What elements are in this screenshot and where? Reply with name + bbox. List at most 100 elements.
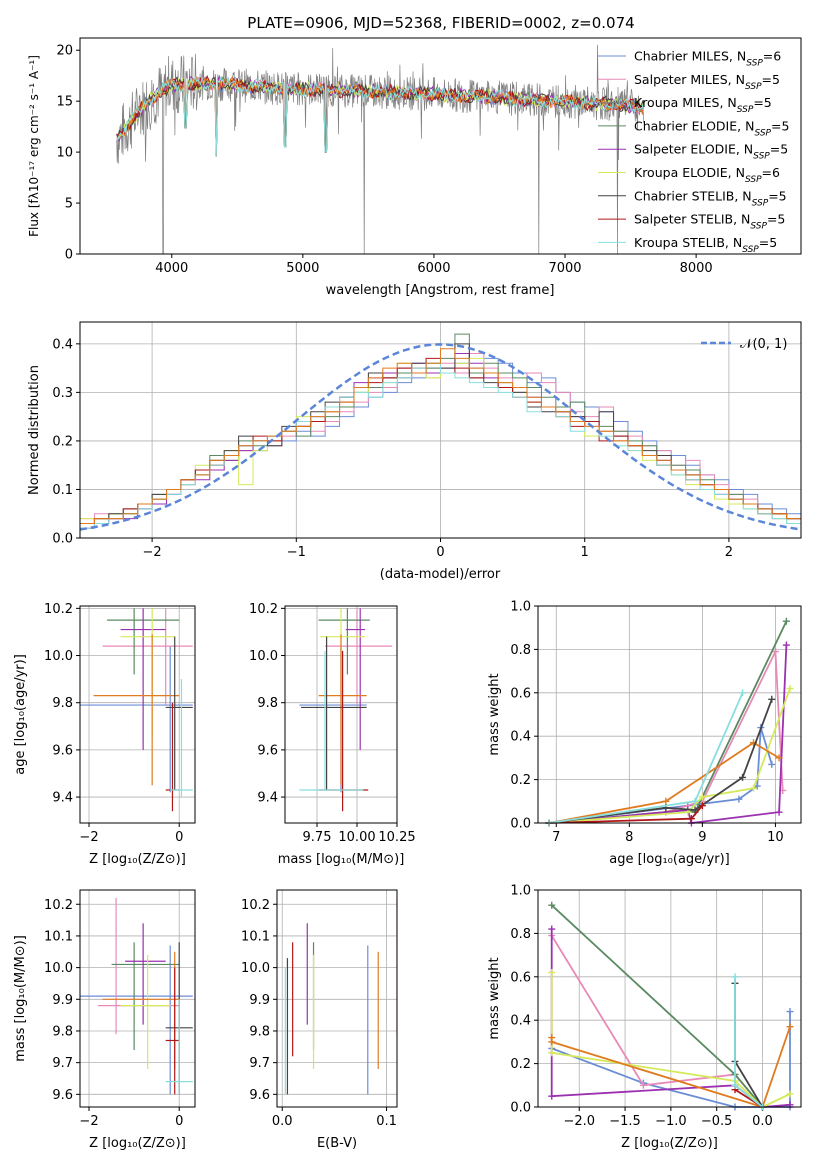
residuals-xtick-label: 2	[725, 545, 733, 560]
mass_vs_ebv-ytick-label: 10.1	[241, 929, 270, 944]
weight_vs_age-point-marker	[739, 773, 747, 781]
weight_vs_Z-axes-frame	[537, 889, 802, 1108]
mass_vs_Z-ytick-label: 9.7	[52, 1056, 73, 1071]
spectrum-legend-label: Chabrier MILES, NSSP=6	[634, 49, 781, 69]
residuals-xtick-label: −1	[287, 545, 306, 560]
residuals-ytick-label: 0.2	[52, 434, 73, 449]
mass_vs_Z-panel: −2 0 9.6 9.7 9.8 9.9 10.0 10.1 10.2 Z [log₁₀(Z/Z⊙…	[13, 889, 196, 1151]
mass_vs_ebv-xlabel: E(B-V)	[317, 1136, 357, 1151]
age_vs_mass-axes-frame	[284, 605, 398, 824]
spectrum-legend-label: Kroupa MILES, NSSP=5	[634, 95, 772, 115]
residuals-ytick-label: 0.1	[52, 483, 73, 498]
weight_vs_Z-panel: −2.0 −1.5 −1.0 −0.5 0.0 0.0 0.2 0.4 0.6 0.8 1.0 Z […	[487, 884, 802, 1151]
residuals-ytick-label: 0.3	[52, 386, 73, 401]
age_vs_mass-xtick-label: 10.00	[338, 830, 375, 845]
weight_vs_age-ytick-label: 0.0	[510, 817, 531, 832]
age_vs_Z-xtick-label: 0	[175, 830, 183, 845]
age_vs_Z-ytick-label: 9.8	[52, 696, 73, 711]
spectrum-xtick-label: 5000	[286, 261, 319, 276]
weight_vs_age-series-salpeter_miles-line	[548, 648, 784, 824]
residuals-axes-frame	[79, 321, 802, 539]
weight_vs_Z-ytick-label: 0.0	[510, 1101, 531, 1116]
spectrum-xtick-label: 6000	[417, 261, 450, 276]
age_vs_Z-panel: −2 0 9.4 9.6 9.8 10.0 10.2 Z [log₁₀(Z/Z⊙)] age […	[13, 602, 196, 867]
weight_vs_Z-point-marker	[731, 973, 739, 981]
weight_vs_age-point-marker	[662, 797, 670, 805]
weight_vs_Z-ytick-label: 0.8	[510, 927, 531, 942]
age_vs_mass-ytick-label: 10.2	[249, 602, 278, 617]
mass_vs_ebv-panel: 0.0 0.1 9.6 9.7 9.8 9.9 10.0 10.1 10.2 E(B-V)	[241, 889, 398, 1151]
weight_vs_Z-series-kroupa_stelib-line	[734, 976, 764, 1108]
mass_vs_ebv-xtick-label: 0.0	[272, 1114, 293, 1129]
mass_vs_ebv-xtick-label: 0.1	[376, 1114, 397, 1129]
weight_vs_Z-series-chabrier_elodie-line	[551, 904, 764, 1108]
weight_vs_age-point-marker	[786, 684, 794, 692]
spectrum-legend-label: Chabrier ELODIE, NSSP=5	[634, 118, 789, 138]
weight_vs_Z-ytick-label: 0.6	[510, 970, 531, 985]
age_vs_mass-ytick-label: 10.0	[249, 649, 278, 664]
spectrum-xtick-label: 4000	[155, 261, 188, 276]
weight_vs_Z-point-marker	[786, 1008, 794, 1016]
age_vs_Z-axes-frame	[79, 605, 196, 824]
weight_vs_age-ytick-label: 0.8	[510, 643, 531, 658]
normal-curve-line	[79, 343, 802, 531]
mass_vs_Z-ytick-label: 9.6	[52, 1088, 73, 1103]
mass_vs_ebv-ytick-label: 9.7	[249, 1056, 270, 1071]
weight_vs_age-ylabel: mass weight	[487, 673, 502, 755]
spectrum-legend-label: Salpeter STELIB, NSSP=5	[634, 212, 785, 232]
spectrum-legend-label: Chabrier STELIB, NSSP=5	[634, 188, 787, 208]
weight_vs_age-point-marker	[691, 806, 699, 814]
weight_vs_age-point-marker	[687, 815, 695, 823]
weight_vs_age-series-chabrier_stelib-line	[548, 698, 773, 824]
weight_vs_age-point-marker	[691, 797, 699, 805]
mass_vs_Z-ytick-label: 10.1	[44, 929, 73, 944]
weight_vs_age-xtick-label: 10	[767, 830, 784, 845]
spectrum-axes-frame	[79, 37, 802, 255]
spectrum-xlabel: wavelength [Angstrom, rest frame]	[326, 283, 555, 298]
age_vs_Z-ylabel: age [log₁₀(age/yr)]	[13, 654, 28, 775]
weight_vs_age-point-marker	[775, 754, 783, 762]
mass_vs_Z-axes-frame	[79, 889, 196, 1108]
age_vs_mass-xlabel: mass [log₁₀(M/M⊙)]	[278, 852, 405, 867]
weight_vs_Z-point-marker	[731, 1081, 739, 1089]
residuals-xtick-label: −2	[143, 545, 162, 560]
weight_vs_Z-xlabel: Z [log₁₀(Z/Z⊙)]	[621, 1136, 718, 1151]
weight_vs_age-ytick-label: 1.0	[510, 600, 531, 615]
residuals-ytick-label: 0.4	[52, 337, 73, 352]
weight_vs_age-ytick-label: 0.2	[510, 773, 531, 788]
mass_vs_Z-xtick-label: −2	[79, 1114, 98, 1129]
weight_vs_age-point-marker	[739, 689, 747, 697]
spectrum-ytick-label: 10	[56, 146, 73, 161]
weight_vs_age-axes-frame	[537, 605, 802, 824]
age_vs_mass-xtick-label: 10.25	[378, 830, 415, 845]
age_vs_mass-ytick-label: 9.6	[257, 743, 278, 758]
age_vs_Z-ytick-label: 9.6	[52, 743, 73, 758]
spectrum-panel: PLATE=0906, MJD=52368, FIBERID=0002, z=0…	[27, 14, 802, 298]
weight_vs_Z-point-marker	[786, 1090, 794, 1098]
mass_vs_Z-ytick-label: 10.0	[44, 961, 73, 976]
mass_vs_ebv-ytick-label: 10.0	[241, 961, 270, 976]
weight_vs_age-panel: 7 8 9 10 0.0 0.2 0.4 0.6 0.8 1.0 age [log₁₀(age/yr…	[487, 600, 802, 867]
residuals-xlabel: (data-model)/error	[380, 567, 501, 582]
weight_vs_age-series-orange-line	[548, 741, 780, 824]
small-panels: −2 0 9.4 9.6 9.8 10.0 10.2 Z [log₁₀(Z/Z⊙)] age […	[13, 600, 802, 1151]
weight_vs_Z-point-marker	[786, 1023, 794, 1031]
mass_vs_ebv-axes-frame	[276, 889, 398, 1108]
weight_vs_age-xtick-label: 8	[625, 830, 633, 845]
spectrum-model-chabrier_stelib-line	[116, 76, 645, 157]
normal-curve-legend-label: 𝒩(0, 1)	[740, 337, 787, 352]
spectrum-ytick-label: 15	[56, 95, 73, 110]
age_vs_Z-xtick-label: −2	[79, 830, 98, 845]
weight_vs_age-point-marker	[768, 760, 776, 768]
weight_vs_age-xlabel: age [log₁₀(age/yr)]	[609, 852, 730, 867]
residuals-xtick-label: 1	[581, 545, 589, 560]
spectrum-xtick-label: 7000	[548, 261, 581, 276]
spectrum-legend-label: Kroupa STELIB, NSSP=5	[634, 235, 777, 255]
weight_vs_age-ytick-label: 0.4	[510, 730, 531, 745]
weight_vs_Z-xtick-label: −0.5	[701, 1114, 733, 1129]
weight_vs_Z-ytick-label: 0.4	[510, 1014, 531, 1029]
weight_vs_age-point-marker	[698, 802, 706, 810]
weight_vs_Z-point-marker	[548, 901, 556, 909]
weight_vs_age-series-kroupa_elodie-line	[548, 688, 791, 824]
